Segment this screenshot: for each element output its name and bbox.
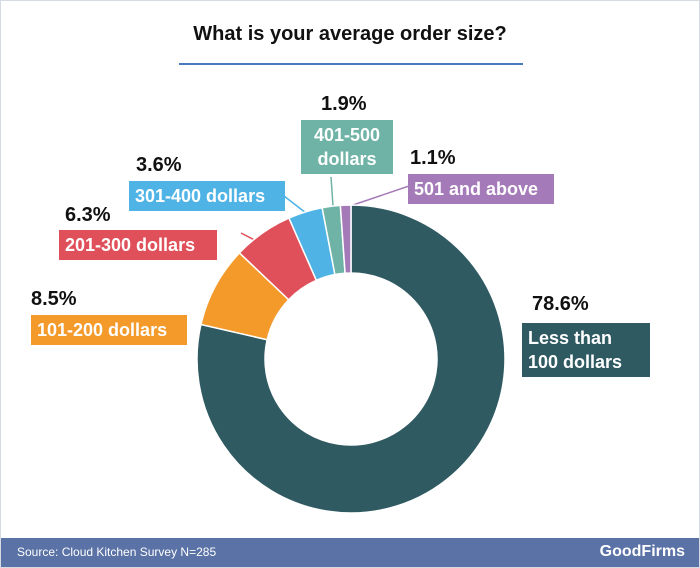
donut-slice xyxy=(196,204,506,514)
data-label: 1.9% xyxy=(321,93,367,115)
category-label: 501 and above xyxy=(408,174,554,204)
donut-slice xyxy=(339,204,352,275)
category-label: Less than 100 dollars xyxy=(522,323,650,377)
brand-logo: GoodFirms xyxy=(599,543,685,560)
data-label: 78.6% xyxy=(532,293,589,315)
footer: Source: Cloud Kitchen Survey N=285 GoodF… xyxy=(1,538,699,567)
data-label: 3.6% xyxy=(136,154,182,176)
category-label: 301-400 dollars xyxy=(129,181,285,211)
leader-line xyxy=(330,176,334,207)
data-label: 1.1% xyxy=(410,147,456,169)
donut xyxy=(196,204,506,514)
data-label: 6.3% xyxy=(65,204,111,226)
category-label: 401-500 dollars xyxy=(301,120,393,174)
category-label: 201-300 dollars xyxy=(59,230,217,260)
chart-title: What is your average order size? xyxy=(193,23,507,45)
data-label: 8.5% xyxy=(31,288,77,310)
source-note: Source: Cloud Kitchen Survey N=285 xyxy=(17,545,217,559)
leader-line xyxy=(283,195,307,214)
leader-line xyxy=(352,185,410,206)
category-label: 101-200 dollars xyxy=(31,315,187,345)
